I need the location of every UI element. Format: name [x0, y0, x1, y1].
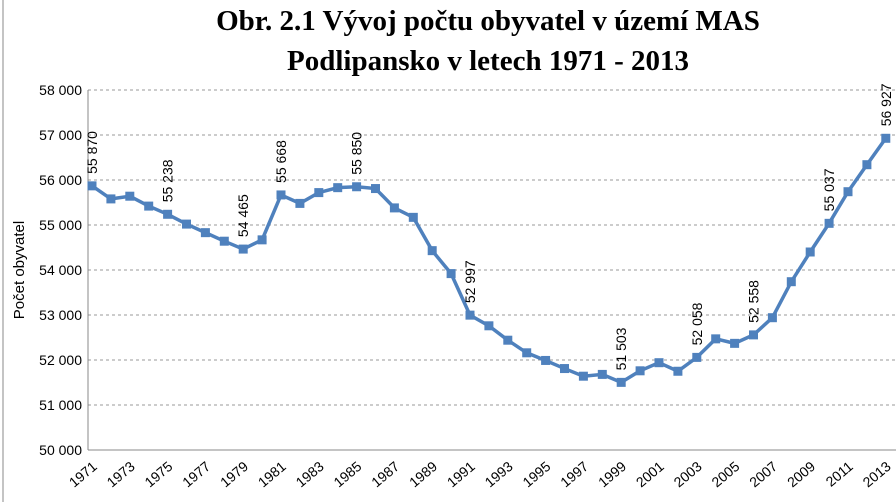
marker — [408, 212, 418, 222]
y-axis-label: Počet obyvatel — [11, 221, 28, 319]
y-tick-label: 58 000 — [39, 82, 82, 98]
marker — [541, 355, 551, 365]
y-tick-label: 55 000 — [39, 217, 82, 233]
y-tick-label: 50 000 — [39, 442, 82, 458]
marker — [635, 366, 645, 376]
marker — [276, 190, 286, 200]
marker — [314, 188, 324, 198]
marker — [371, 184, 380, 194]
marker — [654, 358, 664, 368]
marker — [862, 160, 872, 170]
data-label: 55 870 — [84, 131, 100, 174]
data-label: 55 850 — [349, 132, 365, 175]
data-label: 52 558 — [746, 280, 762, 323]
marker — [144, 201, 154, 211]
data-label: 55 668 — [273, 140, 289, 183]
marker — [578, 371, 588, 381]
chart-title: Obr. 2.1 Vývoj počtu obyvatel v území MA… — [216, 5, 760, 37]
y-tick-label: 52 000 — [39, 352, 82, 368]
marker — [465, 310, 475, 320]
marker — [257, 235, 267, 245]
y-tick-label: 51 000 — [39, 397, 82, 413]
marker — [749, 330, 758, 340]
data-label: 55 238 — [160, 159, 176, 202]
marker — [238, 244, 248, 254]
data-label: 52 058 — [689, 302, 705, 345]
marker — [692, 352, 702, 362]
marker — [389, 203, 399, 213]
marker — [182, 219, 191, 229]
marker — [560, 364, 569, 374]
marker — [352, 182, 362, 192]
y-tick-label: 54 000 — [39, 262, 82, 278]
marker — [824, 218, 834, 228]
marker — [767, 313, 777, 323]
marker — [446, 269, 456, 279]
marker — [503, 335, 513, 345]
marker — [200, 228, 210, 238]
marker — [484, 321, 494, 331]
marker — [125, 191, 135, 201]
marker — [427, 246, 437, 256]
marker — [87, 181, 97, 191]
data-label: 56 927 — [878, 83, 894, 126]
chart-title: Podlipansko v letech 1971 - 2013 — [287, 45, 689, 77]
marker — [219, 236, 229, 246]
y-tick-label: 56 000 — [39, 172, 82, 188]
marker — [881, 133, 891, 143]
marker — [163, 209, 173, 219]
marker — [786, 277, 796, 287]
marker — [522, 348, 532, 358]
y-tick-label: 53 000 — [39, 307, 82, 323]
data-label: 51 503 — [613, 327, 629, 370]
marker — [843, 187, 853, 197]
marker — [673, 366, 683, 376]
data-label: 54 465 — [235, 194, 251, 237]
marker — [805, 247, 815, 257]
y-tick-label: 57 000 — [39, 127, 82, 143]
marker — [295, 198, 305, 208]
data-label: 55 037 — [821, 168, 837, 211]
marker — [333, 183, 343, 193]
marker — [730, 338, 740, 348]
marker — [106, 194, 116, 204]
marker — [597, 369, 607, 379]
data-label: 52 997 — [462, 260, 478, 303]
marker — [616, 377, 626, 387]
marker — [711, 334, 721, 344]
